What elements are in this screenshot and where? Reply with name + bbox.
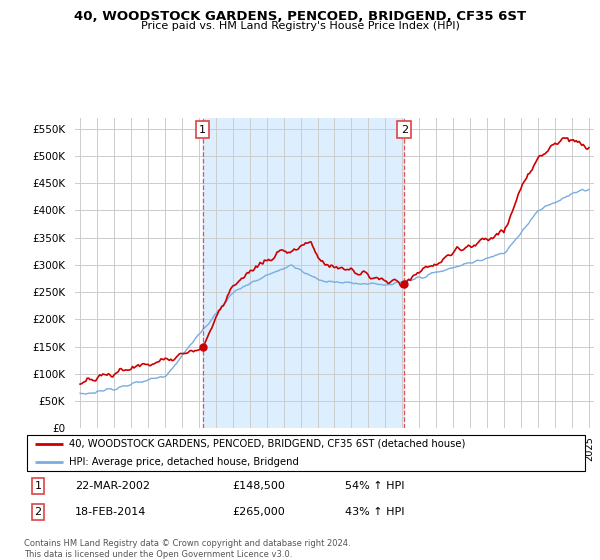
Text: 43% ↑ HPI: 43% ↑ HPI xyxy=(346,507,405,517)
Text: 40, WOODSTOCK GARDENS, PENCOED, BRIDGEND, CF35 6ST (detached house): 40, WOODSTOCK GARDENS, PENCOED, BRIDGEND… xyxy=(69,439,466,449)
Text: 54% ↑ HPI: 54% ↑ HPI xyxy=(346,481,405,491)
Text: HPI: Average price, detached house, Bridgend: HPI: Average price, detached house, Brid… xyxy=(69,458,299,467)
Text: Contains HM Land Registry data © Crown copyright and database right 2024.
This d: Contains HM Land Registry data © Crown c… xyxy=(24,539,350,559)
Text: 22-MAR-2002: 22-MAR-2002 xyxy=(75,481,150,491)
Text: £148,500: £148,500 xyxy=(233,481,286,491)
Text: £265,000: £265,000 xyxy=(233,507,286,517)
Bar xyxy=(203,118,404,428)
Text: 1: 1 xyxy=(199,124,206,134)
FancyBboxPatch shape xyxy=(27,435,585,471)
Text: 40, WOODSTOCK GARDENS, PENCOED, BRIDGEND, CF35 6ST: 40, WOODSTOCK GARDENS, PENCOED, BRIDGEND… xyxy=(74,10,526,23)
Text: 18-FEB-2014: 18-FEB-2014 xyxy=(75,507,146,517)
Text: 1: 1 xyxy=(35,481,41,491)
Text: Price paid vs. HM Land Registry's House Price Index (HPI): Price paid vs. HM Land Registry's House … xyxy=(140,21,460,31)
Text: 2: 2 xyxy=(401,124,408,134)
Text: 2: 2 xyxy=(35,507,41,517)
